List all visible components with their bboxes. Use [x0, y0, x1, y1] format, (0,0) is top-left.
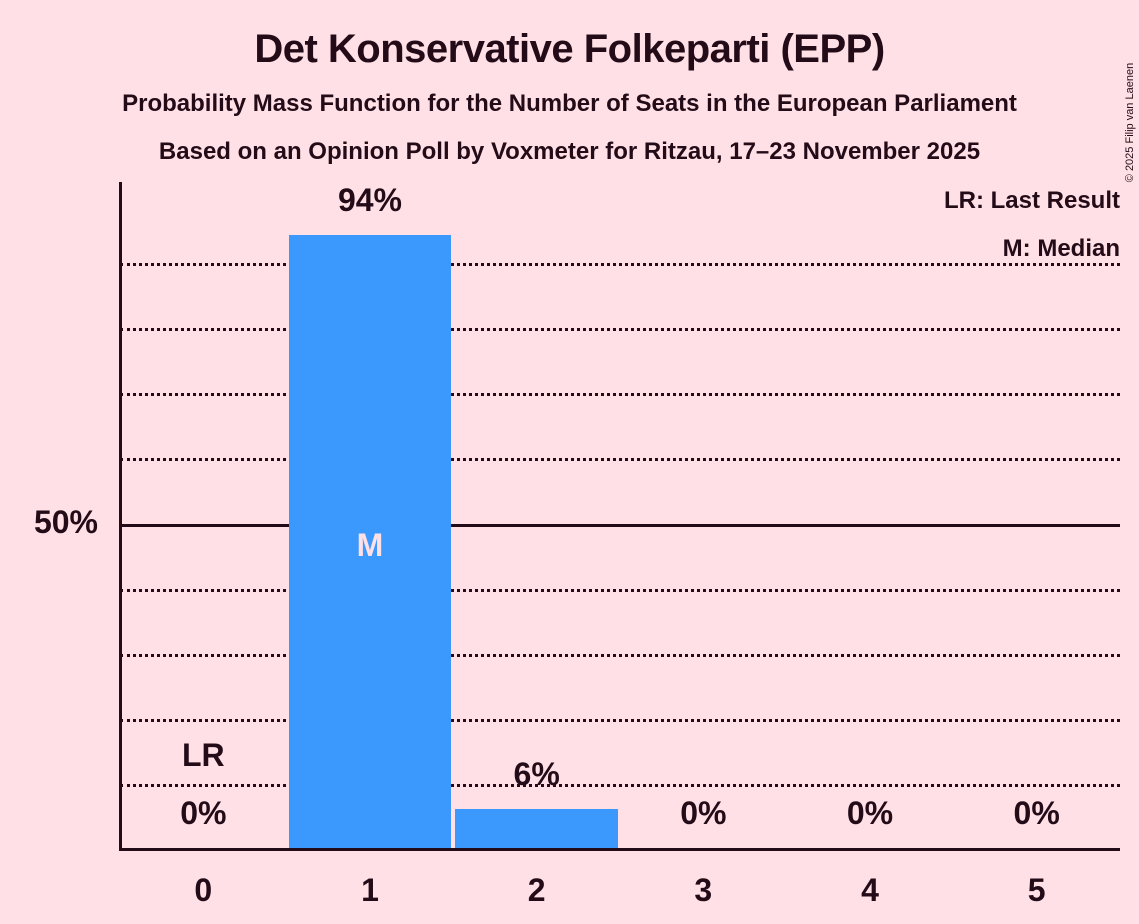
gridline-40-percent [120, 588, 1120, 592]
gridline-20-percent [120, 719, 1120, 723]
legend-last-result: LR: Last Result [943, 187, 1120, 214]
bar-seats-2 [455, 808, 618, 848]
gridline-80-percent [120, 327, 1120, 331]
x-tick-label-0: 0 [194, 872, 213, 908]
plot-area: 0% 0 94% 1 6% 2 0% 3 0% 4 0% 5 LR M [120, 184, 1120, 908]
chart-title: Det Konservative Folkeparti (EPP) [254, 27, 885, 71]
gridline-30-percent [120, 653, 1120, 657]
median-marker: M [356, 527, 384, 563]
bar-value-label-1: 94% [337, 182, 402, 219]
bar-value-label-3: 0% [680, 795, 727, 831]
bar-value-label-2: 6% [513, 755, 560, 792]
bar-value-label-0: 0% [180, 795, 227, 831]
x-tick-label-4: 4 [861, 872, 879, 908]
copyright-notice: © 2025 Filip van Laenen [1124, 62, 1136, 183]
x-tick-label-2: 2 [527, 872, 546, 908]
gridline-90-percent [120, 262, 1120, 266]
x-tick-label-3: 3 [694, 872, 713, 908]
gridline-50-percent [120, 523, 1120, 527]
x-tick-label-1: 1 [361, 872, 379, 908]
bar-value-label-5: 0% [1013, 795, 1060, 831]
chart-source-line: Based on an Opinion Poll by Voxmeter for… [158, 138, 981, 165]
gridline-10-percent [120, 784, 1120, 788]
bar-seats-1 [288, 235, 452, 848]
gridline-60-percent [120, 458, 1120, 462]
y-axis-line [119, 182, 122, 851]
gridline-70-percent [120, 393, 1120, 397]
chart-subtitle: Probability Mass Function for the Number… [122, 90, 1017, 117]
legend-median: M: Median [1002, 235, 1120, 262]
y-axis-50-percent-label: 50% [33, 504, 98, 540]
x-tick-label-5: 5 [1027, 872, 1046, 908]
bar-value-label-4: 0% [846, 795, 894, 831]
last-result-marker: LR [182, 737, 225, 773]
